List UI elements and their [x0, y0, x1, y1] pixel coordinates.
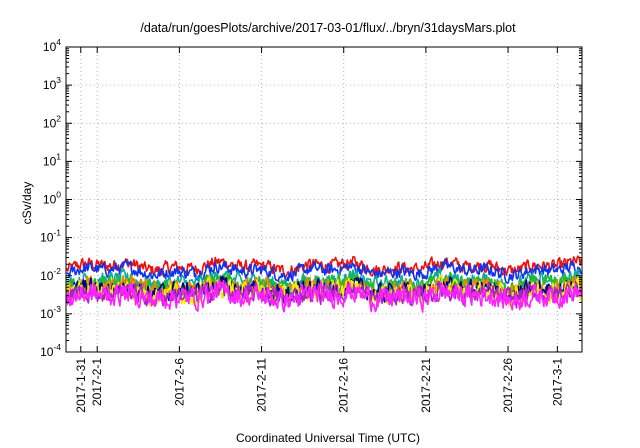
y-tick-label: 10-1	[40, 228, 61, 245]
x-axis-label: Coordinated Universal Time (UTC)	[236, 431, 420, 445]
x-tick-label: 2017-2-26	[501, 358, 515, 413]
x-tick-label: 2017-3-1	[550, 358, 564, 406]
series-navy	[66, 275, 582, 304]
y-tick-label: 102	[43, 113, 61, 130]
y-tick-label: 10-3	[40, 304, 61, 321]
series-magenta	[66, 278, 582, 313]
y-tick-labels: 10-4 10-3 10-2 10-1 100 101 102 103 104	[40, 37, 61, 359]
x-tick-label: 2017-1-31	[74, 358, 88, 413]
x-tick-labels: 2017-1-31 2017-2-1 2017-2-6 2017-2-11 2017-2…	[74, 358, 565, 413]
axis-ticks	[66, 46, 582, 353]
y-tick-label: 103	[43, 75, 61, 92]
x-tick-label: 2017-2-16	[337, 358, 351, 413]
x-tick-label: 2017-2-21	[419, 358, 433, 413]
x-tick-label: 2017-2-1	[90, 358, 104, 406]
plot-frame	[65, 46, 583, 353]
y-tick-label: 10-4	[40, 342, 61, 359]
grid	[66, 47, 582, 352]
chart-title: /data/run/goesPlots/archive/2017-03-01/f…	[140, 21, 516, 35]
x-tick-label: 2017-2-11	[255, 358, 269, 412]
x-tick-label: 2017-2-6	[172, 358, 186, 406]
y-axis-label: cSv/day	[20, 182, 34, 225]
y-tick-label: 100	[43, 190, 61, 207]
y-tick-label: 10-2	[40, 266, 61, 283]
series-blue	[66, 258, 582, 284]
y-tick-label: 104	[43, 37, 61, 54]
series-lines	[66, 255, 582, 313]
y-tick-label: 101	[43, 151, 61, 168]
